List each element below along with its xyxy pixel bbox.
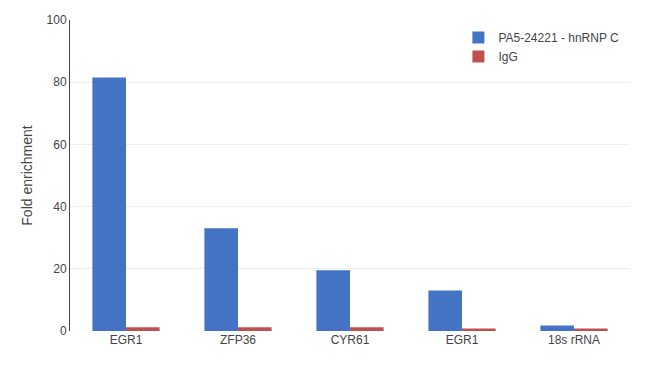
svg-text:ZFP36: ZFP36 <box>220 333 256 347</box>
svg-text:EGR1: EGR1 <box>110 333 143 347</box>
svg-text:18s rRNA: 18s rRNA <box>548 333 600 347</box>
svg-text:20: 20 <box>53 262 67 276</box>
svg-text:60: 60 <box>53 138 67 152</box>
svg-text:40: 40 <box>53 200 67 214</box>
svg-text:80: 80 <box>53 75 67 89</box>
svg-text:PA5-24221 - hnRNP C: PA5-24221 - hnRNP C <box>498 31 619 45</box>
svg-text:EGR1: EGR1 <box>446 333 479 347</box>
svg-text:CYR61: CYR61 <box>331 333 370 347</box>
svg-text:IgG: IgG <box>498 50 517 64</box>
svg-text:Fold enrichment: Fold enrichment <box>19 125 35 225</box>
svg-text:100: 100 <box>47 13 67 27</box>
svg-text:0: 0 <box>60 324 67 338</box>
